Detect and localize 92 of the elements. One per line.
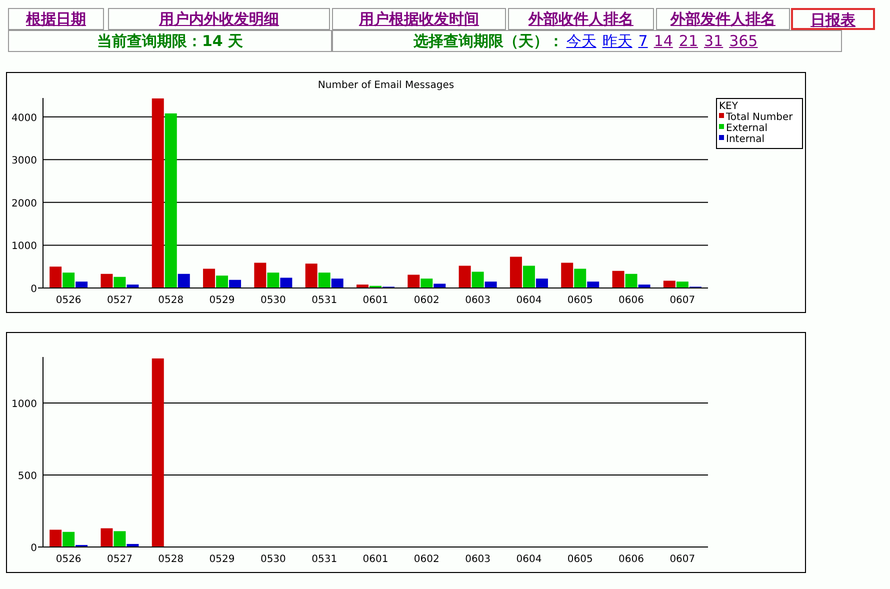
bar <box>587 282 600 288</box>
x-tick-label: 0602 <box>414 554 440 565</box>
y-tick-label: 0 <box>30 543 37 554</box>
x-tick-label: 0531 <box>312 554 338 565</box>
x-tick-label: 0606 <box>618 295 644 306</box>
bar <box>420 278 433 288</box>
x-tick-label: 0529 <box>209 295 235 306</box>
bar <box>216 276 228 288</box>
x-tick-label: 0607 <box>670 554 696 565</box>
bar <box>484 282 497 288</box>
x-tick-label: 0602 <box>414 295 440 306</box>
x-tick-label: 0603 <box>465 295 491 306</box>
bar <box>536 278 548 288</box>
bar <box>203 268 216 288</box>
x-tick-label: 0605 <box>567 295 593 306</box>
text: 今天 <box>566 32 596 50</box>
bar <box>458 266 471 288</box>
text: 当前查询期限：14 天 <box>8 30 332 52</box>
bar <box>561 262 574 288</box>
x-tick-label: 0526 <box>56 295 82 306</box>
chart-title: Number of Email Messages <box>318 80 454 91</box>
x-tick-label: 0531 <box>312 295 338 306</box>
legend-label: Total Number <box>725 112 794 123</box>
bar <box>676 282 688 288</box>
text: 日报表 <box>810 11 856 29</box>
x-tick-label: 0530 <box>260 295 286 306</box>
bar <box>663 280 676 288</box>
x-tick-label: 0527 <box>107 295 132 306</box>
bar <box>114 531 126 547</box>
x-tick-label: 0527 <box>107 554 132 565</box>
bar <box>408 274 420 288</box>
bar <box>100 528 113 547</box>
bar <box>472 272 484 288</box>
y-tick-label: 4000 <box>12 112 37 124</box>
bar <box>254 262 266 288</box>
bar <box>50 266 62 288</box>
x-tick-label: 0606 <box>618 554 644 565</box>
text: 365 <box>729 32 758 50</box>
x-tick-label: 0603 <box>465 554 491 565</box>
x-tick-label: 0528 <box>158 554 184 565</box>
text: 昨天 <box>602 32 632 50</box>
legend-label: External <box>726 123 768 134</box>
text: 用户根据收发时间 <box>359 10 479 28</box>
y-tick-label: 3000 <box>12 156 37 167</box>
bar <box>522 266 535 288</box>
text: 外部收件人排名 <box>528 10 634 28</box>
bar <box>280 278 292 288</box>
bar <box>164 113 177 288</box>
bar <box>625 274 638 288</box>
x-tick-label: 0529 <box>209 554 235 565</box>
legend-title: KEY <box>719 101 739 112</box>
bar <box>62 272 75 288</box>
bar <box>50 530 62 547</box>
bar <box>152 358 164 547</box>
y-tick-label: 1000 <box>12 241 37 252</box>
x-tick-label: 0601 <box>362 554 388 565</box>
bar <box>305 264 318 288</box>
bar <box>331 278 344 288</box>
bar <box>100 274 113 288</box>
text: 14 <box>654 32 673 50</box>
text: 31 <box>704 32 724 50</box>
text: 外部发件人排名 <box>670 10 776 28</box>
text: 根据日期 <box>26 10 86 28</box>
text: 21 <box>678 32 698 50</box>
bar <box>434 284 446 288</box>
bar <box>178 274 190 288</box>
x-tick-label: 0601 <box>362 295 388 306</box>
x-tick-label: 0607 <box>670 295 696 306</box>
text: 用户内外收发明细 <box>159 10 279 28</box>
bar <box>612 270 624 288</box>
bar <box>114 276 126 288</box>
x-tick-label: 0604 <box>516 295 542 306</box>
bar <box>510 256 522 288</box>
bar <box>267 272 280 288</box>
y-tick-label: 1000 <box>12 399 37 410</box>
text: 选择查询期限（天）： <box>413 32 564 50</box>
bar <box>62 532 75 547</box>
legend-label: Internal <box>726 134 765 145</box>
bar <box>318 272 330 288</box>
x-tick-label: 0605 <box>567 554 593 565</box>
bar <box>574 268 586 288</box>
x-tick-label: 0604 <box>516 554 542 565</box>
bar <box>76 282 88 288</box>
y-tick-label: 0 <box>30 284 37 295</box>
text: 7 <box>638 32 648 50</box>
y-tick-label: 500 <box>18 471 37 482</box>
x-tick-label: 0528 <box>158 295 184 306</box>
bar <box>229 280 242 288</box>
x-tick-label: 0530 <box>260 554 286 565</box>
bar <box>152 98 164 288</box>
y-tick-label: 2000 <box>12 198 37 210</box>
x-tick-label: 0526 <box>56 554 82 565</box>
